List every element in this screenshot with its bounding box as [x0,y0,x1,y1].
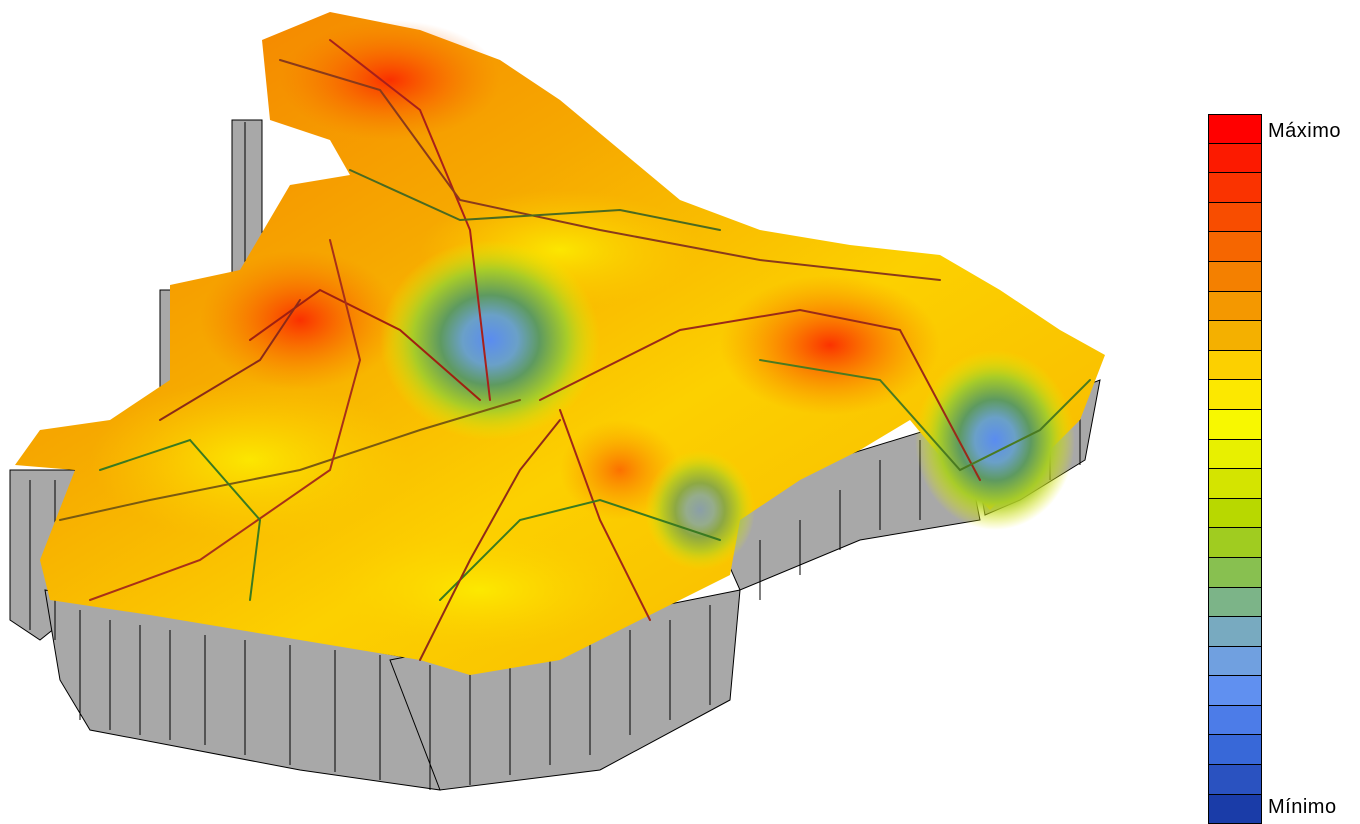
legend-min-label: Mínimo [1268,796,1337,818]
legend-color-step [1208,794,1262,824]
legend-color-step [1208,291,1262,322]
elevation-legend: Máximo Mínimo [1208,112,1360,824]
legend-color-step [1208,350,1262,381]
legend-color-step [1208,528,1262,558]
legend-color-step [1208,498,1262,529]
legend-color-step [1208,321,1262,351]
legend-color-step [1208,469,1262,499]
legend-color-step [1208,617,1262,647]
legend-color-step [1208,735,1262,766]
legend-color-step [1208,765,1262,795]
legend-color-step [1208,261,1262,292]
elevation-shading [90,20,1075,650]
legend-color-scale [1208,114,1262,824]
legend-color-step [1208,705,1262,736]
legend-color-step [1208,676,1262,706]
legend-color-step [1208,114,1262,144]
legend-color-step [1208,557,1262,588]
legend-color-step [1208,646,1262,677]
legend-color-step [1208,143,1262,174]
legend-color-step [1208,409,1262,440]
road-network [59,39,1091,661]
legend-color-step [1208,232,1262,262]
legend-color-step [1208,587,1262,618]
legend-color-step [1208,173,1262,203]
legend-color-step [1208,439,1262,470]
legend-max-label: Máximo [1268,120,1342,142]
legend-color-step [1208,380,1262,410]
legend-color-step [1208,202,1262,233]
